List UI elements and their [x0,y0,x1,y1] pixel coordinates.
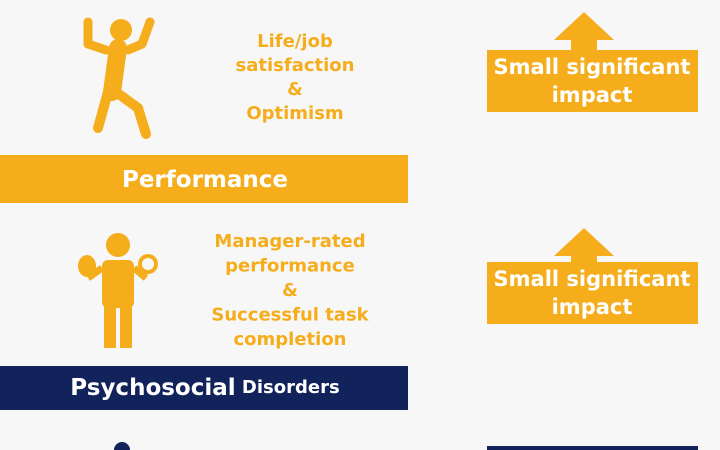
bar-heading-word: Psychosocial [70,375,235,401]
bar-heading-word: Disorders [236,377,340,398]
impact-text: impact [552,295,633,319]
impact-text: Small significant [494,55,691,79]
bar-heading: Performance [122,167,288,193]
outcome-text: performance [225,256,355,277]
outcome-text: & [287,79,303,100]
outcome-text: Optimism [246,103,343,124]
bar-heading: Psychosocial Disorders [70,375,339,401]
bar-heading-word: Performance [122,167,288,193]
section-bar [0,155,408,203]
icon-partial [114,442,130,450]
outcome-text: satisfaction [236,55,355,76]
texts: Life/job satisfaction & Optimism Small signi… [70,31,690,401]
outcome-text: & [282,280,298,301]
section-bar [0,366,408,410]
business-person-icon [78,233,158,348]
outcome-text: Successful task [211,305,369,326]
impact-arrow [487,12,698,112]
impact-text: impact [552,83,633,107]
impact-text: Small significant [494,267,691,291]
outcome-text: Manager-rated [214,231,365,252]
outcome-text: completion [233,329,346,350]
outcome-text: Life/job [257,31,333,52]
impact-box-partial [487,446,698,450]
jumping-person-icon [83,17,155,139]
impact-arrow [487,228,698,324]
